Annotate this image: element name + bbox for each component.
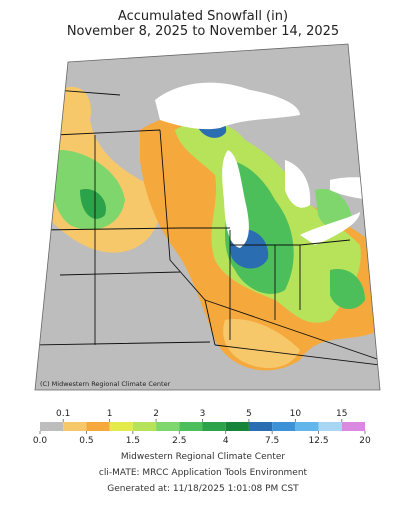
- map-frame: [34, 43, 381, 391]
- legend-label: 1: [107, 409, 113, 419]
- snow-area: [330, 269, 365, 310]
- legend-label: 7.5: [265, 436, 279, 446]
- legend-bin: [225, 422, 249, 431]
- footer-line: cli-MATE: MRCC Application Tools Environ…: [99, 468, 308, 478]
- legend-label: 0.1: [56, 409, 70, 419]
- legend-label: 20: [359, 436, 371, 446]
- title: Accumulated Snowfall (in): [118, 9, 288, 24]
- legend-bin: [63, 422, 87, 431]
- legend-label: 15: [336, 409, 347, 419]
- legend-label: 4: [223, 436, 229, 446]
- lake-michigan: [222, 150, 249, 248]
- legend-bin: [272, 422, 296, 431]
- legend-label: 2.5: [172, 436, 186, 446]
- legend-bin: [132, 422, 157, 431]
- legend-bin: [179, 422, 203, 431]
- legend-bin: [40, 422, 64, 431]
- legend-bin: [341, 422, 365, 431]
- legend-bin: [86, 422, 110, 431]
- legend-bin: [202, 422, 226, 431]
- legend-bin: [156, 422, 180, 431]
- legend-bin: [109, 422, 133, 431]
- legend-bin: [295, 422, 319, 431]
- legend-label: 12.5: [309, 436, 329, 446]
- legend-label: 2: [153, 409, 159, 419]
- snow-area: [223, 319, 300, 369]
- map-credit: (C) Midwestern Regional Climate Center: [40, 380, 171, 388]
- snow-area: [80, 189, 106, 219]
- footer-line: Generated at: 11/18/2025 1:01:08 PM CST: [107, 484, 299, 494]
- map: (C) Midwestern Regional Climate Center: [34, 43, 381, 391]
- legend-label: 0.5: [79, 436, 93, 446]
- legend-label: 0.0: [33, 436, 48, 446]
- legend-label: 5: [246, 409, 252, 419]
- legend-label: 3: [200, 409, 206, 419]
- lake-huron: [285, 160, 311, 208]
- legend-bin: [318, 422, 342, 431]
- legend-label: 1.5: [126, 436, 140, 446]
- lake-superior: [155, 82, 300, 130]
- legend: 0.0 0.1 0.5 1 1.5 2 2.5 3 4 5 7.5 10 12.5 15 20: [33, 409, 371, 446]
- lake-erie: [300, 212, 360, 245]
- legend-bin: [248, 422, 273, 431]
- state-borders: [35, 89, 380, 366]
- subtitle: November 8, 2025 to November 14, 2025: [67, 24, 339, 39]
- footer-line: Midwestern Regional Climate Center: [121, 452, 286, 462]
- legend-label: 10: [290, 409, 302, 419]
